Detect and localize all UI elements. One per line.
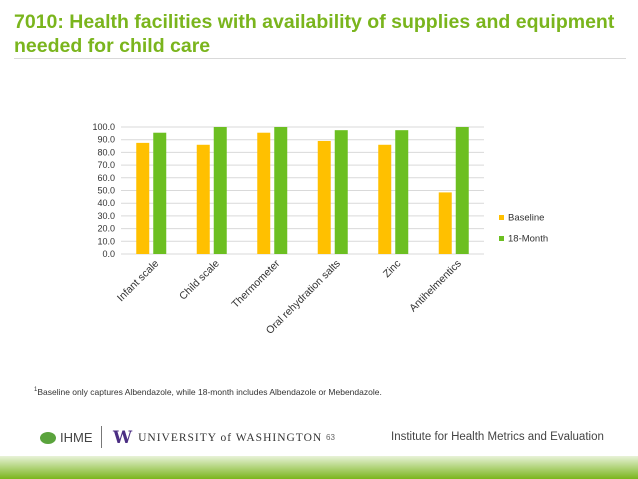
bar-baseline — [257, 132, 271, 254]
y-tick-label: 90.0 — [97, 135, 115, 145]
y-tick-label: 50.0 — [97, 186, 115, 196]
x-tick-label: Zinc — [381, 258, 404, 281]
footnote-text: Baseline only captures Albendazole, whil… — [37, 387, 382, 397]
footnote-marker: 1 — [34, 387, 38, 394]
legend-label: Baseline — [508, 213, 544, 224]
x-tick-label: Thermometer — [229, 257, 282, 310]
bar-18-month — [213, 127, 227, 254]
ihme-logo: IHME — [40, 430, 93, 445]
bar-baseline — [438, 192, 452, 254]
bar-18-month — [153, 132, 167, 254]
footer-divider — [101, 426, 102, 448]
bar-18-month — [274, 127, 288, 254]
legend-swatch-baseline — [499, 215, 504, 220]
y-tick-label: 30.0 — [97, 211, 115, 221]
uw-logo-text: UNIVERSITY of WASHINGTON — [138, 432, 323, 444]
slide-title: 7010: Health facilities with availabilit… — [14, 11, 615, 57]
ihme-leaf-icon — [40, 431, 56, 444]
uw-logo: W UNIVERSITY of WASHINGTON — [113, 428, 322, 448]
bar-baseline — [196, 144, 210, 254]
bar-18-month — [455, 127, 469, 254]
footnote: 1Baseline only captures Albendazole, whi… — [34, 387, 382, 397]
bar-baseline — [136, 142, 150, 254]
footer: IHME W UNIVERSITY of WASHINGTON 63 Insti… — [0, 420, 638, 456]
bar-baseline — [378, 144, 392, 254]
y-tick-label: 20.0 — [97, 224, 115, 234]
page-number: 63 — [326, 433, 335, 442]
x-tick-label: Infant scale — [115, 258, 162, 305]
bottom-band — [0, 456, 638, 479]
y-tick-label: 10.0 — [97, 236, 115, 246]
title-divider — [14, 58, 626, 59]
y-tick-label: 40.0 — [97, 198, 115, 208]
legend-swatch-18-month — [499, 236, 504, 241]
x-tick-label: Child scale — [177, 258, 222, 303]
y-tick-label: 100.0 — [92, 122, 115, 132]
bar-18-month — [334, 130, 348, 254]
y-tick-label: 80.0 — [97, 147, 115, 157]
bar-chart: 0.0 10.0 20.0 30.0 40.0 50.0 60.0 70.0 80.0 90.0 1… — [92, 122, 548, 337]
institute-name: Institute for Health Metrics and Evaluat… — [391, 431, 604, 443]
x-tick-label: Antihelmentics — [407, 258, 464, 315]
bar-baseline — [317, 140, 331, 254]
y-tick-label: 60.0 — [97, 173, 115, 183]
legend-label: 18-Month — [508, 234, 548, 245]
uw-w-icon: W — [113, 428, 133, 448]
ihme-logo-text: IHME — [60, 430, 93, 445]
y-tick-label: 70.0 — [97, 160, 115, 170]
y-tick-label: 0.0 — [102, 249, 115, 259]
bar-18-month — [395, 130, 409, 254]
